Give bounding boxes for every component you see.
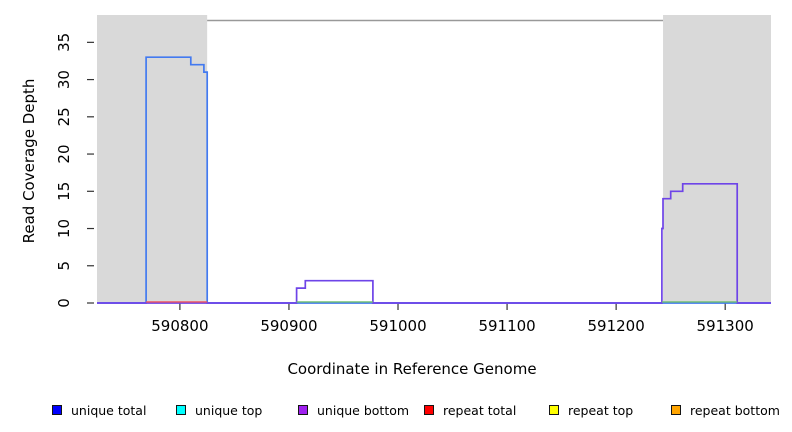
- legend-label-repeat-bottom: repeat bottom: [690, 402, 780, 418]
- coverage-line-unique-bottom: [97, 182, 771, 304]
- legend-label-unique-top: unique top: [195, 402, 263, 418]
- legend-swatch-unique-total: [52, 405, 62, 415]
- x-tick-label: 591100: [478, 317, 535, 335]
- y-tick-label: 0: [55, 298, 73, 308]
- legend-item-unique-total: unique total: [52, 401, 146, 419]
- repeat-region-right: [663, 15, 771, 303]
- y-tick-label: 15: [55, 182, 73, 201]
- x-tick-label: 590900: [260, 317, 317, 335]
- legend-label-repeat-total: repeat total: [443, 402, 517, 418]
- x-tick-label: 591000: [369, 317, 426, 335]
- legend-label-repeat-top: repeat top: [568, 402, 634, 418]
- x-axis-title: Coordinate in Reference Genome: [287, 360, 537, 378]
- legend: unique total unique top unique bottom re…: [0, 401, 792, 421]
- legend-swatch-repeat-top: [549, 405, 559, 415]
- x-tick-label: 591200: [587, 317, 644, 335]
- y-tick-label: 10: [55, 219, 73, 238]
- x-tick-label: 591300: [697, 317, 754, 335]
- legend-item-unique-top: unique top: [176, 401, 262, 419]
- legend-item-repeat-bottom: repeat bottom: [671, 401, 780, 419]
- legend-label-unique-bottom: unique bottom: [317, 402, 410, 418]
- repeat-region-left: [97, 15, 208, 303]
- legend-swatch-unique-bottom: [298, 405, 308, 415]
- y-tick-label: 5: [55, 261, 73, 271]
- legend-label-unique-total: unique total: [71, 402, 147, 418]
- legend-item-repeat-total: repeat total: [424, 401, 516, 419]
- coverage-line-unique-total: [97, 56, 771, 304]
- legend-swatch-repeat-total: [424, 405, 434, 415]
- legend-item-repeat-top: repeat top: [549, 401, 633, 419]
- y-tick-label: 25: [55, 107, 73, 126]
- x-tick-label: 590800: [151, 317, 208, 335]
- y-tick-label: 30: [55, 70, 73, 89]
- legend-swatch-repeat-bottom: [671, 405, 681, 415]
- legend-swatch-unique-top: [176, 405, 186, 415]
- y-tick-label: 35: [55, 33, 73, 52]
- y-tick-label: 20: [55, 145, 73, 164]
- legend-item-unique-bottom: unique bottom: [298, 401, 409, 419]
- y-axis-title: Read Coverage Depth: [20, 78, 38, 244]
